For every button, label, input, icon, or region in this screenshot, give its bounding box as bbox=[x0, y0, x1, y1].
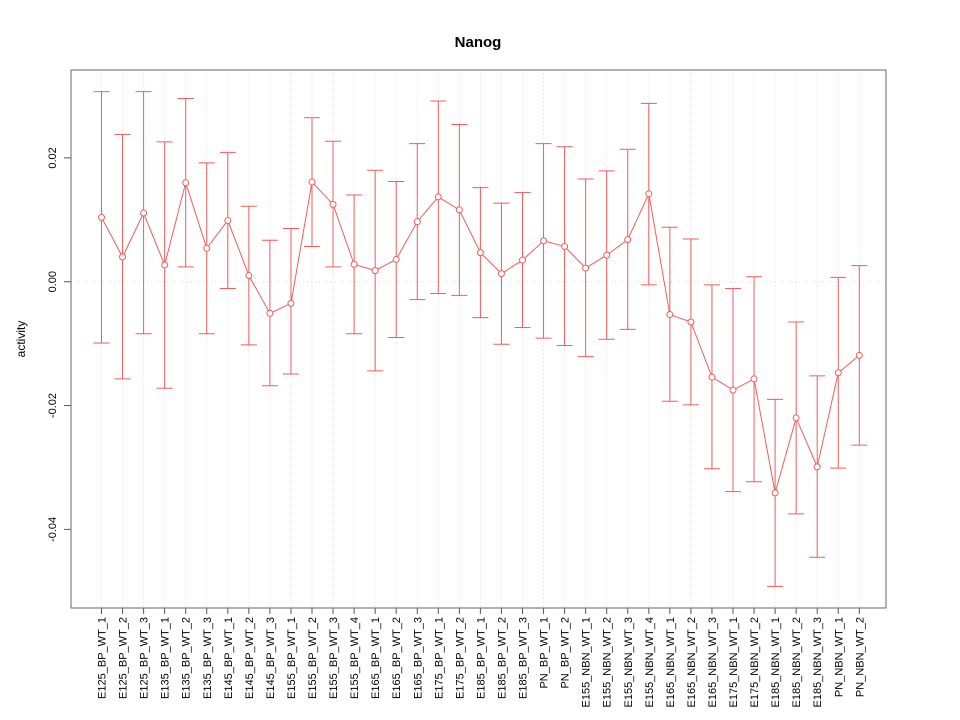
x-tick-label: E165_BP_WT_2 bbox=[391, 617, 403, 699]
data-point-marker bbox=[792, 414, 800, 422]
data-point-marker bbox=[266, 309, 274, 317]
x-tick-label: E165_NBN_WT_1 bbox=[665, 617, 677, 708]
x-tick-label: E145_BP_WT_3 bbox=[265, 617, 277, 699]
x-tick-label: E155_BP_WT_4 bbox=[349, 617, 361, 699]
x-axis: E125_BP_WT_1 E125_BP_WT_2 E125_BP_WT_3 E135… bbox=[97, 608, 866, 708]
data-point-marker bbox=[750, 375, 758, 383]
data-point-marker bbox=[624, 236, 632, 244]
x-tick-label: E135_BP_WT_2 bbox=[181, 617, 193, 699]
x-tick-label: E145_BP_WT_1 bbox=[223, 617, 235, 699]
data-point-marker bbox=[645, 190, 653, 198]
x-tick-label: E135_BP_WT_1 bbox=[160, 617, 172, 699]
data-point-marker bbox=[434, 193, 442, 201]
data-point-marker bbox=[161, 261, 169, 269]
data-point-marker bbox=[371, 267, 379, 275]
x-tick-label: E185_NBN_WT_2 bbox=[791, 617, 803, 708]
data-point-marker bbox=[687, 318, 695, 326]
chart-title: Nanog bbox=[455, 34, 502, 51]
data-point-marker bbox=[476, 249, 484, 257]
x-tick-label: E175_BP_WT_2 bbox=[454, 617, 466, 699]
x-tick-label: E155_NBN_WT_2 bbox=[602, 617, 614, 708]
x-tick-label: E125_BP_WT_2 bbox=[118, 617, 130, 699]
y-tick-label: -0.02 bbox=[47, 393, 59, 418]
data-point-marker bbox=[834, 369, 842, 377]
x-tick-label: E165_NBN_WT_3 bbox=[707, 617, 719, 708]
data-point-marker bbox=[813, 463, 821, 471]
x-tick-label: E155_NBN_WT_4 bbox=[644, 617, 656, 708]
data-point-marker bbox=[666, 311, 674, 319]
data-point-marker bbox=[771, 489, 779, 497]
x-tick-label: E165_BP_WT_3 bbox=[412, 617, 424, 699]
x-tick-label: E155_NBN_WT_1 bbox=[581, 617, 593, 708]
y-tick-label: 0.02 bbox=[47, 147, 59, 168]
data-point-marker bbox=[708, 373, 716, 381]
data-point-marker bbox=[582, 264, 590, 272]
x-tick-label: E165_BP_WT_1 bbox=[370, 617, 382, 699]
x-tick-label: E185_NBN_WT_3 bbox=[812, 617, 824, 708]
data-point-marker bbox=[287, 299, 295, 307]
data-point-marker bbox=[729, 386, 737, 394]
y-tick-label: 0.00 bbox=[47, 271, 59, 292]
data-point-marker bbox=[455, 206, 463, 214]
y-axis-label: activity bbox=[14, 321, 28, 358]
x-tick-label: E175_NBN_WT_2 bbox=[749, 617, 761, 708]
x-tick-label: E185_BP_WT_3 bbox=[518, 617, 530, 699]
data-point-marker bbox=[224, 216, 232, 224]
x-tick-label: PN_NBN_WT_1 bbox=[833, 617, 845, 697]
data-point-marker bbox=[603, 251, 611, 259]
data-point-marker bbox=[497, 270, 505, 278]
x-tick-label: E125_BP_WT_1 bbox=[97, 617, 109, 699]
data-point-marker bbox=[245, 272, 253, 280]
x-tick-label: E135_BP_WT_3 bbox=[202, 617, 214, 699]
data-point-marker bbox=[329, 200, 337, 208]
data-point-marker bbox=[413, 218, 421, 226]
data-point-marker bbox=[308, 178, 316, 186]
x-tick-label: E155_NBN_WT_3 bbox=[623, 617, 635, 708]
y-axis: 0.02 0.00 -0.02 -0.04 bbox=[47, 147, 71, 542]
x-tick-label: E175_BP_WT_1 bbox=[433, 617, 445, 699]
data-point-marker bbox=[98, 213, 105, 221]
x-tick-label: E185_BP_WT_2 bbox=[496, 617, 508, 699]
x-tick-label: E185_NBN_WT_1 bbox=[770, 617, 782, 708]
data-point-marker bbox=[350, 260, 358, 268]
data-points bbox=[98, 178, 863, 497]
gridlines bbox=[71, 70, 886, 608]
x-tick-label: PN_NBN_WT_2 bbox=[854, 617, 866, 697]
x-tick-label: E145_BP_WT_2 bbox=[244, 617, 256, 699]
x-tick-label: E165_NBN_WT_2 bbox=[686, 617, 698, 708]
data-point-marker bbox=[140, 209, 148, 217]
x-tick-label: E185_BP_WT_1 bbox=[475, 617, 487, 699]
x-tick-label: E155_BP_WT_1 bbox=[286, 617, 298, 699]
data-point-marker bbox=[855, 351, 863, 359]
y-tick-label: -0.04 bbox=[47, 517, 59, 542]
data-point-marker bbox=[561, 242, 569, 250]
data-point-marker bbox=[182, 179, 190, 187]
x-tick-label: E155_BP_WT_2 bbox=[307, 617, 319, 699]
x-tick-label: E155_BP_WT_3 bbox=[328, 617, 340, 699]
x-tick-label: E175_NBN_WT_1 bbox=[728, 617, 740, 708]
data-point-marker bbox=[392, 255, 400, 263]
data-point-marker bbox=[540, 237, 548, 245]
x-tick-label: PN_BP_WT_2 bbox=[560, 617, 572, 689]
x-tick-label: E125_BP_WT_3 bbox=[139, 617, 151, 699]
data-point-marker bbox=[203, 244, 211, 252]
data-point-marker bbox=[119, 253, 127, 261]
plot-border bbox=[70, 69, 887, 609]
data-point-marker bbox=[519, 256, 526, 264]
x-tick-label: PN_BP_WT_1 bbox=[539, 617, 551, 689]
